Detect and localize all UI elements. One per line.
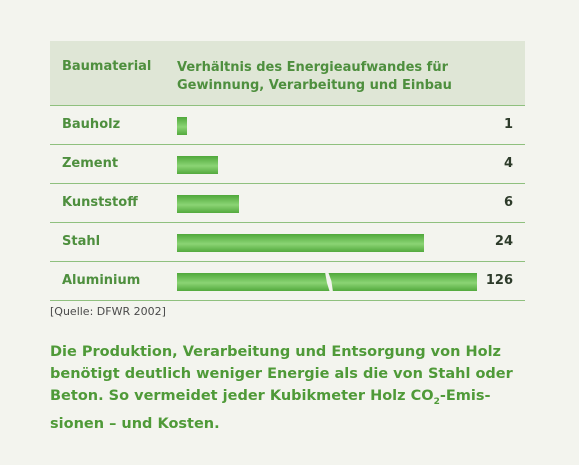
table-row: Zement 4 bbox=[50, 145, 525, 184]
table-row: Bauholz 1 bbox=[50, 106, 525, 145]
bar-label: Zement bbox=[62, 156, 119, 171]
caption-part2: -Emis­sionen – und Kosten. bbox=[50, 388, 491, 432]
energy-table: Baumaterial Verhältnis des Energieaufwan… bbox=[50, 41, 525, 301]
bar-value: 24 bbox=[494, 234, 513, 249]
bar-value: 6 bbox=[503, 195, 513, 210]
bar bbox=[177, 234, 425, 252]
table-header: Baumaterial Verhältnis des Energieaufwan… bbox=[50, 41, 525, 106]
bar-value: 126 bbox=[485, 273, 513, 288]
table-row: Stahl 24 bbox=[50, 223, 525, 262]
bar-value: 4 bbox=[503, 156, 513, 171]
bar bbox=[177, 156, 219, 174]
header-material: Baumaterial bbox=[62, 59, 152, 74]
caption-part1: Die Produktion, Verarbeitung und Entsorg… bbox=[50, 344, 513, 404]
bar-break bbox=[325, 272, 333, 292]
table-row: Aluminium 126 bbox=[50, 262, 525, 301]
bar bbox=[177, 117, 188, 135]
source-note: [Quelle: DFWR 2002] bbox=[50, 305, 166, 318]
bar-label: Stahl bbox=[62, 234, 101, 249]
caption-text: Die Produktion, Verarbeitung und Entsorg… bbox=[50, 341, 530, 435]
table-body: Bauholz 1 Zement 4 Kunststoff 6 Stahl 24 Alumini… bbox=[50, 106, 525, 301]
bar-label: Kunststoff bbox=[62, 195, 138, 210]
bar bbox=[177, 272, 477, 292]
bar bbox=[177, 195, 239, 213]
bar-value: 1 bbox=[503, 117, 513, 132]
table-row: Kunststoff 6 bbox=[50, 184, 525, 223]
bar-label: Bauholz bbox=[62, 117, 121, 132]
header-ratio: Verhältnis des Energieaufwandes für Gewi… bbox=[177, 60, 452, 93]
bar-label: Aluminium bbox=[62, 273, 141, 288]
caption-subscript: 2 bbox=[433, 396, 440, 407]
